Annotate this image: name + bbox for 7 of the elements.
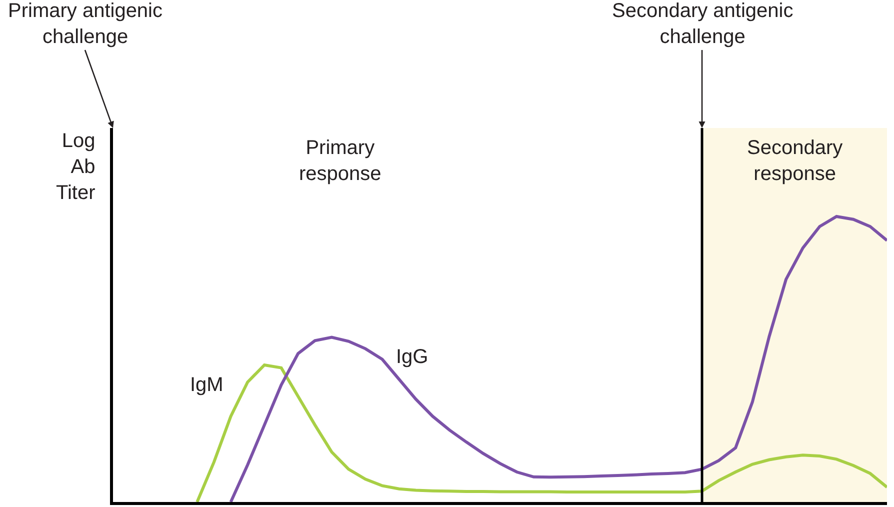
text: Primary response [299, 137, 382, 185]
series-label: IgG [396, 346, 428, 368]
series-label: IgM [190, 374, 224, 396]
text: Primary antigenic challenge [8, 0, 163, 48]
text: Secondary response [747, 137, 843, 185]
text: Secondary antigenic challenge [612, 0, 794, 48]
y-axis-title: Log Ab Titer [56, 130, 96, 204]
